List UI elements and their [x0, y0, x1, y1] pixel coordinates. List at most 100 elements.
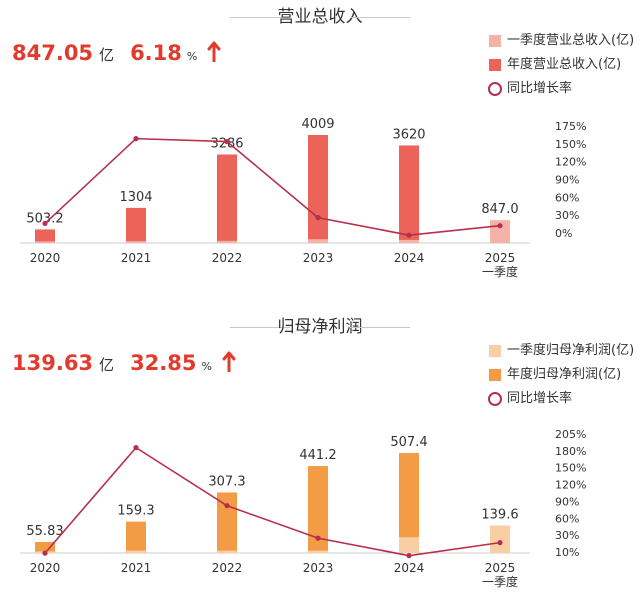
x-tick-sublabel: 一季度 — [482, 574, 518, 589]
legend-swatch — [489, 345, 501, 357]
y2-tick-label: 205% — [555, 428, 586, 441]
x-tick-label: 2025 — [485, 251, 516, 265]
y2-tick-label: 30% — [555, 529, 579, 542]
profit-kpi: 139.63 亿 32.85% — [12, 350, 236, 380]
chart-title: 归母净利润 — [277, 317, 363, 337]
growth-point — [42, 220, 48, 227]
title-divider-left — [230, 327, 290, 328]
kpi-value: 139.63 — [12, 351, 94, 375]
kpi-growth-unit: % — [186, 50, 198, 63]
data-label: 159.3 — [117, 504, 154, 519]
legend-swatch — [489, 59, 501, 71]
annual-bar — [126, 207, 146, 243]
legend-item[interactable]: 同比增长率 — [487, 388, 637, 412]
growth-point — [224, 503, 230, 509]
y2-tick-label: 0% — [555, 227, 572, 240]
y2-tick-label: 10% — [555, 546, 579, 559]
x-tick-label: 2022 — [212, 251, 243, 265]
profit-title-row: 归母净利润 — [0, 316, 640, 338]
x-tick-label: 2020 — [30, 251, 61, 265]
quarter-bar — [399, 239, 419, 243]
quarter-bar — [308, 239, 328, 243]
quarter-bar — [399, 537, 419, 553]
y2-tick-label: 120% — [555, 479, 586, 492]
data-label: 55.83 — [26, 524, 63, 539]
x-tick-label: 2024 — [394, 251, 425, 265]
legend-label: 同比增长率 — [507, 81, 573, 96]
revenue-title-row: 营业总收入 — [0, 6, 640, 28]
quarter-bar — [217, 550, 237, 553]
kpi-unit: 亿 — [99, 356, 115, 374]
y2-tick-label: 120% — [555, 156, 586, 169]
quarter-bar — [126, 241, 146, 243]
legend-item[interactable]: 年度营业总收入(亿) — [487, 54, 637, 78]
x-tick-label: 2022 — [212, 561, 243, 575]
annual-bar — [308, 466, 328, 553]
legend-label: 一季度归母净利润(亿) — [507, 343, 635, 358]
profit-legend: 一季度归母净利润(亿) 年度归母净利润(亿) 同比增长率 — [487, 340, 637, 412]
legend-swatch — [489, 369, 501, 381]
x-tick-label: 2023 — [303, 251, 334, 265]
growth-point — [406, 232, 412, 238]
y2-tick-label: 180% — [555, 445, 586, 458]
legend-label: 年度营业总收入(亿) — [507, 57, 622, 72]
kpi-unit: 亿 — [99, 46, 115, 64]
annual-bar — [35, 541, 55, 553]
legend-item[interactable]: 同比增长率 — [487, 78, 637, 102]
annual-bar — [126, 521, 146, 553]
title-divider-right — [350, 327, 410, 328]
x-tick-label: 2021 — [121, 251, 152, 265]
y2-tick-label: 150% — [555, 138, 586, 151]
growth-point — [133, 445, 139, 451]
growth-point — [133, 136, 139, 142]
y2-tick-label: 60% — [555, 191, 579, 204]
growth-point — [42, 550, 48, 556]
x-tick-label: 2020 — [30, 561, 61, 575]
kpi-growth: 6.18 — [130, 41, 182, 65]
legend-label: 一季度营业总收入(亿) — [507, 33, 635, 48]
annual-bar — [217, 154, 237, 243]
y2-tick-label: 30% — [555, 209, 579, 222]
growth-point — [497, 223, 503, 229]
growth-line — [44, 446, 501, 557]
revenue-kpi: 847.05 亿 6.18% — [12, 40, 221, 70]
legend-item[interactable]: 年度归母净利润(亿) — [487, 364, 637, 388]
quarter-bar — [308, 550, 328, 553]
data-label: 307.3 — [208, 474, 245, 489]
legend-label: 年度归母净利润(亿) — [507, 367, 622, 382]
annual-bar — [35, 229, 55, 243]
quarter-bar — [217, 240, 237, 243]
legend-item[interactable]: 一季度营业总收入(亿) — [487, 30, 637, 54]
growth-point — [315, 535, 321, 541]
x-tick-label: 2023 — [303, 561, 334, 575]
growth-point — [224, 138, 230, 145]
growth-line — [44, 137, 501, 236]
growth-point — [315, 215, 321, 221]
growth-point — [497, 540, 503, 546]
up-arrow-icon — [207, 40, 221, 66]
growth-point — [406, 553, 412, 559]
data-label: 4009 — [301, 117, 334, 132]
data-label: 139.6 — [481, 507, 518, 522]
revenue-panel: 503.220201304202132862022400920233620202… — [0, 0, 640, 300]
x-tick-sublabel: 一季度 — [482, 264, 518, 279]
y2-tick-label: 175% — [555, 120, 586, 133]
kpi-growth-unit: % — [201, 360, 212, 373]
x-tick-label: 2025 — [485, 561, 516, 575]
legend-swatch — [489, 35, 501, 47]
title-divider-right — [350, 17, 410, 18]
x-tick-label: 2024 — [394, 561, 425, 575]
kpi-growth: 32.85 — [130, 351, 197, 375]
up-arrow-icon — [222, 350, 236, 376]
data-label: 507.4 — [390, 435, 427, 450]
title-divider-left — [230, 17, 290, 18]
profit-chart: 55.83 2020 159.3 2021 307.3 2022 441.2 2023 507.… — [20, 428, 586, 589]
annual-bar — [399, 145, 419, 243]
revenue-chart: 503.220201304202132862022400920233620202… — [20, 117, 586, 279]
y2-tick-label: 90% — [555, 495, 579, 508]
legend-item[interactable]: 一季度归母净利润(亿) — [487, 340, 637, 364]
legend-label: 同比增长率 — [507, 391, 573, 406]
y2-tick-label: 60% — [555, 512, 579, 525]
x-tick-label: 2021 — [121, 561, 152, 575]
quarter-bar — [490, 525, 510, 553]
